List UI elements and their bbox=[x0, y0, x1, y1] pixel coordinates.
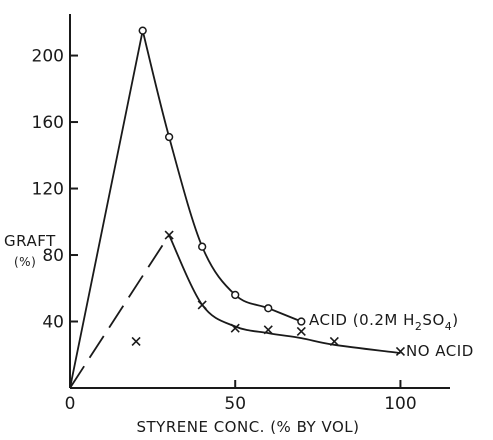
data-point bbox=[395, 346, 406, 356]
cross-stroke bbox=[230, 323, 240, 333]
x-tick-label: 50 bbox=[224, 394, 246, 414]
labels: STYRENE CONC. (% BY VOL) GRAFT (%) ACID … bbox=[4, 232, 474, 436]
y-tick-label: 160 bbox=[32, 113, 64, 133]
cross-stroke bbox=[296, 326, 306, 337]
series-label-acid-suffix: ) bbox=[452, 311, 458, 329]
series-label-acid-sub2: 4 bbox=[445, 320, 453, 333]
y-axis-title-unit: (%) bbox=[14, 255, 36, 269]
series-label-noacid: NO ACID bbox=[406, 342, 474, 360]
cross-stroke bbox=[197, 300, 207, 310]
x-tick-label: 0 bbox=[65, 394, 76, 414]
data-point bbox=[138, 26, 147, 35]
data-point bbox=[329, 336, 339, 347]
cross-stroke bbox=[329, 336, 339, 347]
data-point bbox=[164, 132, 174, 142]
data-point bbox=[197, 300, 207, 310]
series-label-acid-prefix: ACID (0.2M H bbox=[309, 311, 415, 329]
data-point bbox=[231, 290, 240, 300]
y-axis-title: GRAFT bbox=[4, 232, 56, 250]
y-tick-label: 200 bbox=[32, 47, 64, 67]
x-axis-title: STYRENE CONC. (% BY VOL) bbox=[136, 418, 359, 436]
y-tick-label: 120 bbox=[32, 180, 64, 200]
data-point bbox=[296, 326, 306, 337]
y-tick-label: 40 bbox=[42, 313, 64, 333]
series-label-acid: ACID (0.2M H2SO4) bbox=[309, 311, 459, 333]
series-line bbox=[168, 234, 401, 354]
ticks: 0 50 100 40 80 120 160 200 bbox=[32, 47, 417, 414]
cross-stroke bbox=[263, 325, 273, 335]
series-label-acid-mid: SO bbox=[422, 311, 444, 329]
data-point bbox=[230, 323, 240, 333]
cross-stroke bbox=[395, 346, 406, 356]
y-tick-label: 80 bbox=[42, 246, 64, 266]
series-label-acid-sub1: 2 bbox=[415, 320, 423, 333]
axes bbox=[69, 14, 450, 389]
series-line bbox=[69, 30, 302, 389]
cross-stroke bbox=[164, 230, 174, 240]
series bbox=[69, 26, 406, 389]
data-point bbox=[264, 304, 273, 313]
data-point bbox=[198, 242, 207, 251]
x-tick-label: 100 bbox=[384, 394, 416, 414]
data-point bbox=[164, 230, 174, 240]
series-line-rising bbox=[69, 234, 170, 389]
data-point bbox=[263, 325, 273, 335]
data-point bbox=[131, 336, 141, 347]
cross-stroke bbox=[131, 336, 141, 347]
data-point bbox=[297, 317, 306, 326]
